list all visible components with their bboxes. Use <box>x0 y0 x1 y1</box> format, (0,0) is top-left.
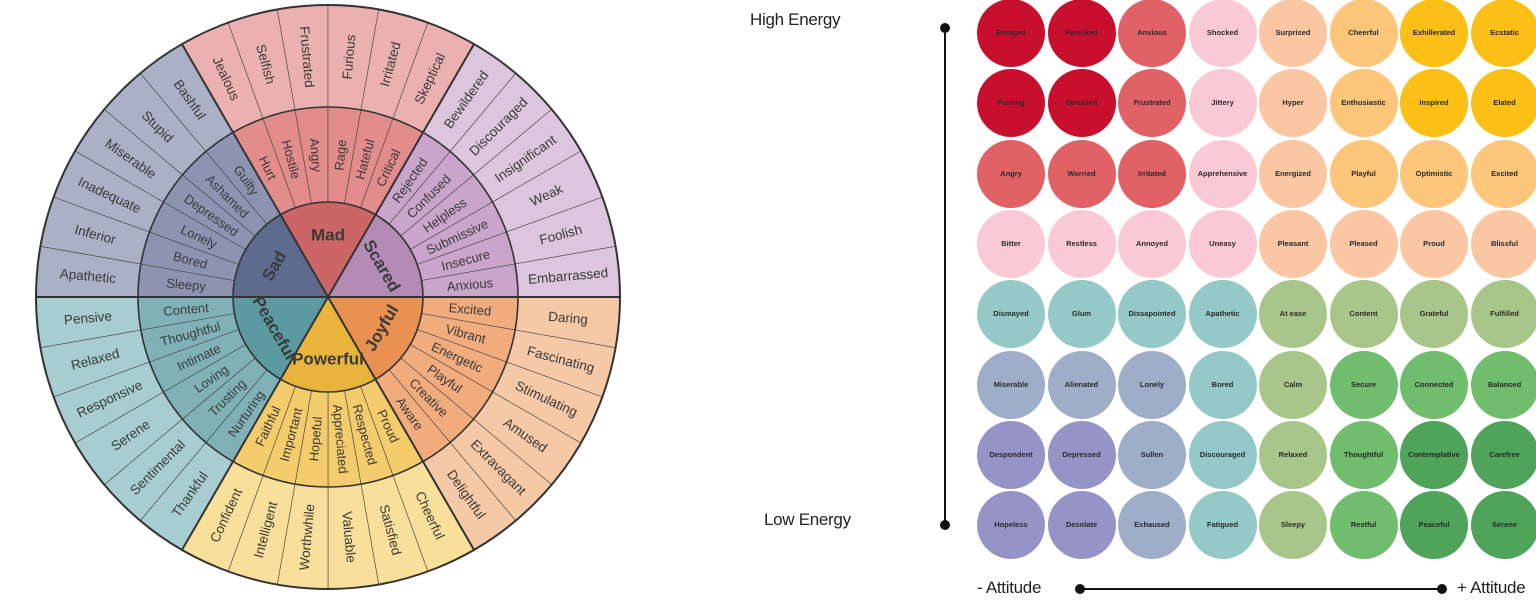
mood-circle-discouraged: Discouraged <box>1188 420 1257 489</box>
mood-circle-pleased: Pleased <box>1329 209 1398 278</box>
mood-circle-proud: Proud <box>1400 209 1468 278</box>
attitude-axis-left-dot <box>1075 584 1085 594</box>
mood-circle-exhillerated: Exhillerated <box>1400 0 1468 67</box>
mood-circle-connected: Connected <box>1400 350 1468 419</box>
mood-circle-exhaused: Exhaused <box>1118 491 1186 560</box>
middle-label-sleepy: Sleepy <box>166 275 207 293</box>
mood-circle-peaceful: Peaceful <box>1400 491 1468 560</box>
mood-circle-secure: Secure <box>1329 350 1398 419</box>
mood-circle-dissapointed: Dissapointed <box>1118 280 1186 349</box>
mood-circle-ecstatic: Ecstatic <box>1470 0 1536 67</box>
core-label-powerful: Powerful <box>292 350 364 369</box>
mood-circle-fatigued: Fatigued <box>1188 491 1257 560</box>
mood-circle-restful: Restful <box>1329 491 1398 560</box>
feelings-wheel: Jealous Hurt Selfish Hostile Frustrated Angry… <box>31 0 625 594</box>
mood-circle-hyper: Hyper <box>1259 69 1327 138</box>
mood-circle-elated: Elated <box>1470 69 1536 138</box>
middle-label-appreciated: Appreciated <box>330 404 351 474</box>
mood-circle-anxious: Anxious <box>1118 0 1186 67</box>
mood-circle-restless: Restless <box>1047 209 1116 278</box>
mood-circle-alienated: Alienated <box>1047 350 1116 419</box>
outer-label-pensive: Pensive <box>63 308 112 327</box>
mood-circle-sullen: Sullen <box>1118 420 1186 489</box>
mood-circle-grateful: Grateful <box>1400 280 1468 349</box>
mood-circle-bored: Bored <box>1188 350 1257 419</box>
mood-circle-contemplative: Contemplative <box>1400 420 1468 489</box>
mood-circle-apprehensive: Apprehensive <box>1188 139 1257 208</box>
mood-circle-at-ease: At ease <box>1259 280 1327 349</box>
mood-circle-lonely: Lonely <box>1118 350 1186 419</box>
outer-label-frustrated: Frustrated <box>297 26 317 89</box>
high-energy-label: High Energy <box>750 10 841 29</box>
mood-circle-inspired: Inspired <box>1400 69 1468 138</box>
sector-divider <box>327 43 475 298</box>
low-energy-label: Low Energy <box>764 510 851 529</box>
feelings-wheel-svg: JealousHurtSelfishHostileFrustratedAngry… <box>35 4 621 590</box>
middle-label-content: Content <box>163 300 210 319</box>
mood-circle-jittery: Jittery <box>1188 69 1257 138</box>
middle-label-rage: Rage <box>332 139 350 171</box>
attitude-axis-line <box>1080 588 1442 590</box>
outer-label-worthwhile: Worthwhile <box>297 503 318 571</box>
middle-label-excited: Excited <box>448 300 492 319</box>
middle-label-hopeful: Hopeful <box>306 416 325 462</box>
energy-axis-top-dot <box>940 23 950 33</box>
mood-circle-fulfilled: Fulfilled <box>1470 280 1536 349</box>
mood-circle-surprised: Surprised <box>1259 0 1327 67</box>
mood-circle-relaxed: Relaxed <box>1259 420 1327 489</box>
mood-circle-desolate: Desolate <box>1047 491 1116 560</box>
energy-axis-bottom-dot <box>940 520 950 530</box>
mood-circle-energized: Energized <box>1259 139 1327 208</box>
middle-label-anxious: Anxious <box>446 275 494 294</box>
mood-circle-hopeless: Hopeless <box>977 491 1045 560</box>
mood-circle-annoyed: Annoyed <box>1118 209 1186 278</box>
mood-circle-shocked: Shocked <box>1188 0 1257 67</box>
outer-label-furious: Furious <box>340 34 359 80</box>
mood-circle-cheerful: Cheerful <box>1329 0 1398 67</box>
middle-label-angry: Angry <box>307 137 325 173</box>
mood-circle-excited: Excited <box>1470 139 1536 208</box>
core-label-mad: Mad <box>311 226 345 245</box>
positive-attitude-label: + Attitude <box>1457 578 1526 597</box>
mood-circle-bitter: Bitter <box>977 209 1045 278</box>
mood-circle-despondent: Despondent <box>977 420 1045 489</box>
attitude-axis-right-dot <box>1437 584 1447 594</box>
mood-circle-apathetic: Apathetic <box>1188 280 1257 349</box>
mood-circle-fuming: Fuming <box>977 69 1045 138</box>
mood-circle-stressed: Stressed <box>1047 69 1116 138</box>
mood-circle-angry: Angry <box>977 139 1045 208</box>
outer-label-apathetic: Apathetic <box>59 266 117 286</box>
mood-circle-balanced: Balanced <box>1470 350 1536 419</box>
outer-label-daring: Daring <box>548 309 589 327</box>
mood-circle-dismayed: Dismayed <box>977 280 1045 349</box>
mood-circle-calm: Calm <box>1259 350 1327 419</box>
sector-divider <box>181 296 329 551</box>
energy-axis-line <box>944 28 946 525</box>
mood-circle-thoughtful: Thoughtful <box>1329 420 1398 489</box>
mood-circle-worried: Worried <box>1047 139 1116 208</box>
mood-circle-panicked: Panicked <box>1047 0 1116 67</box>
mood-circle-uneasy: Uneasy <box>1188 209 1257 278</box>
mood-circle-irritated: Irritated <box>1118 139 1186 208</box>
negative-attitude-label: - Attitude <box>977 578 1042 597</box>
mood-circle-miserable: Miserable <box>977 350 1045 419</box>
sector-divider <box>181 43 329 298</box>
mood-circle-carefree: Carefree <box>1470 420 1536 489</box>
mood-circle-glum: Glum <box>1047 280 1116 349</box>
mood-circle-content: Content <box>1329 280 1398 349</box>
sector-divider <box>327 296 475 551</box>
mood-circle-playful: Playful <box>1329 139 1398 208</box>
mood-circle-serene: Serene <box>1470 491 1536 560</box>
mood-circle-enraged: Enraged <box>977 0 1045 67</box>
mood-circle-blissful: Blissful <box>1470 209 1536 278</box>
mood-circle-pleasant: Pleasant <box>1259 209 1327 278</box>
mood-circle-frustrated: Frustrated <box>1118 69 1186 138</box>
outer-label-embarrassed: Embarrassed <box>527 265 608 287</box>
outer-label-valuable: Valuable <box>339 511 358 564</box>
mood-circle-enthusiastic: Enthusiastic <box>1329 69 1398 138</box>
mood-circle-optimistic: Optimistic <box>1400 139 1468 208</box>
mood-circle-sleepy: Sleepy <box>1259 491 1327 560</box>
mood-circle-depressed: Depressed <box>1047 420 1116 489</box>
